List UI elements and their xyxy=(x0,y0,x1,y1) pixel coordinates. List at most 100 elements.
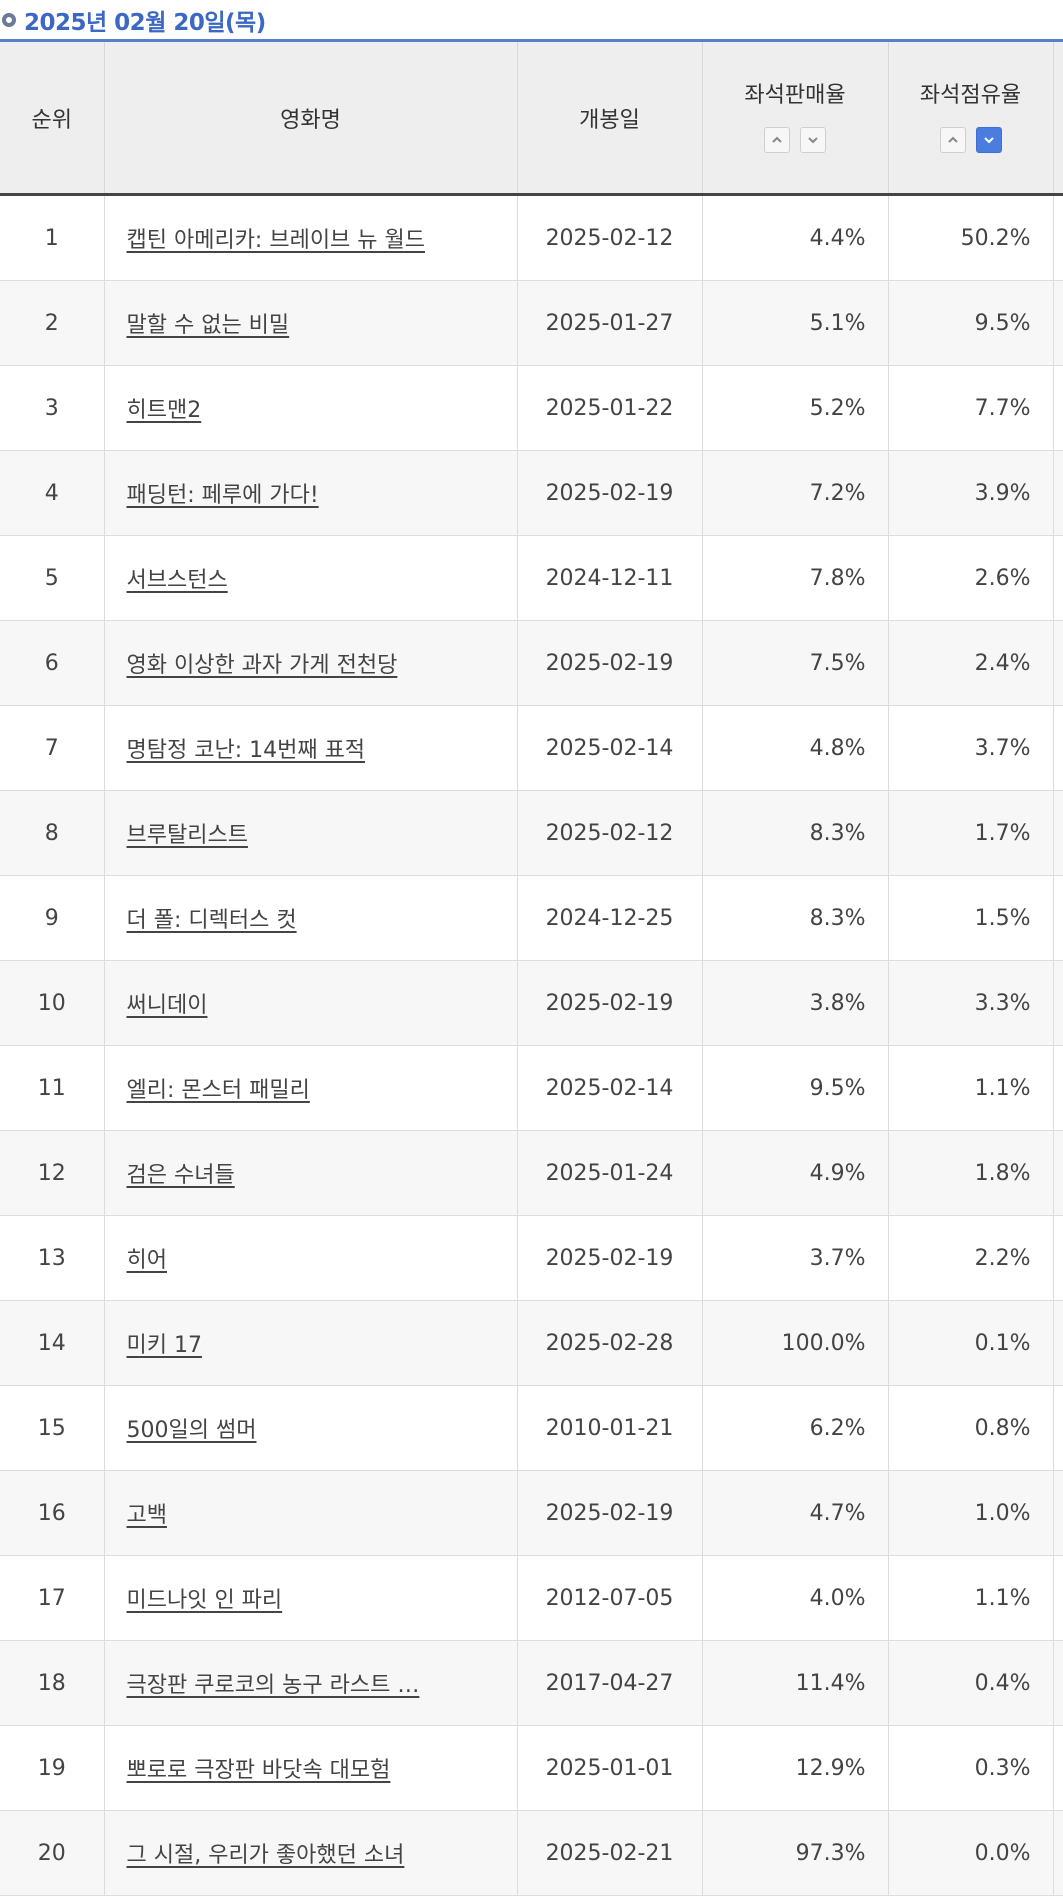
sort-ascending-button[interactable] xyxy=(764,126,790,153)
column-header-seat-share-rate: 좌석점유율 xyxy=(888,42,1054,196)
movie-title-link[interactable]: 고백 xyxy=(126,1503,167,1528)
rank-cell: 10 xyxy=(0,960,105,1046)
title-cell: 말할 수 없는 비밀 xyxy=(104,280,518,366)
rank-cell: 16 xyxy=(0,1470,105,1556)
column-header-seat-sales-rate-label: 좌석판매율 xyxy=(744,82,846,108)
seat-share-rate-cell: 1.1% xyxy=(888,1045,1054,1131)
open-date-cell: 2024-12-25 xyxy=(517,875,703,961)
title-cell: 500일의 썸머 xyxy=(104,1385,518,1471)
movie-title-link[interactable]: 말할 수 없는 비밀 xyxy=(126,313,290,338)
column-header-seat-share-rate-label: 좌석점유율 xyxy=(919,82,1022,108)
seat-share-rate-cell: 0.0% xyxy=(888,1810,1054,1896)
seat-share-rate-cell: 3.9% xyxy=(888,450,1054,536)
overflow-cell xyxy=(1053,1045,1063,1131)
table-row: 15 500일의 썸머 2010-01-21 6.2% 0.8% xyxy=(0,1385,1063,1471)
movie-title-link[interactable]: 엘리: 몬스터 패밀리 xyxy=(126,1078,310,1103)
open-date-cell: 2025-02-19 xyxy=(517,960,703,1046)
overflow-cell xyxy=(1053,194,1063,281)
movie-title-link[interactable]: 뽀로로 극장판 바닷속 대모험 xyxy=(126,1758,391,1783)
open-date-cell: 2025-02-19 xyxy=(517,450,703,536)
rank-cell: 18 xyxy=(0,1640,105,1726)
movie-title-link[interactable]: 검은 수녀들 xyxy=(126,1163,235,1188)
title-cell: 영화 이상한 과자 가게 전천당 xyxy=(104,620,518,706)
open-date-cell: 2025-01-27 xyxy=(517,280,703,366)
seat-sales-rate-cell: 8.3% xyxy=(702,790,889,876)
table-row: 5 서브스턴스 2024-12-11 7.8% 2.6% xyxy=(0,535,1063,621)
rank-cell: 13 xyxy=(0,1215,105,1301)
open-date-cell: 2025-02-19 xyxy=(517,1470,703,1556)
movie-title-link[interactable]: 캡틴 아메리카: 브레이브 뉴 월드 xyxy=(126,228,426,253)
movie-title-link[interactable]: 명탐정 코난: 14번째 표적 xyxy=(126,738,366,763)
movie-title-link[interactable]: 극장판 쿠로코의 농구 라스트 … xyxy=(126,1673,420,1698)
movie-title-link[interactable]: 미드나잇 인 파리 xyxy=(126,1588,283,1613)
overflow-cell xyxy=(1053,1130,1063,1216)
circle-bullet-icon xyxy=(2,12,16,27)
seat-sales-rate-cell: 4.7% xyxy=(702,1470,889,1556)
title-cell: 패딩턴: 페루에 가다! xyxy=(104,450,518,536)
seat-share-rate-cell: 2.2% xyxy=(888,1215,1054,1301)
seat-sales-rate-cell: 7.8% xyxy=(702,535,889,621)
table-row: 17 미드나잇 인 파리 2012-07-05 4.0% 1.1% xyxy=(0,1555,1063,1641)
seat-sales-rate-cell: 97.3% xyxy=(702,1810,889,1896)
movie-title-link[interactable]: 그 시절, 우리가 좋아했던 소녀 xyxy=(126,1843,405,1868)
overflow-cell xyxy=(1053,1640,1063,1726)
overflow-cell xyxy=(1053,1810,1063,1896)
rank-cell: 6 xyxy=(0,620,105,706)
seat-sales-rate-cell: 5.1% xyxy=(702,280,889,366)
seat-share-rate-cell: 0.3% xyxy=(888,1725,1054,1811)
seat-sales-rate-cell: 11.4% xyxy=(702,1640,889,1726)
open-date-cell: 2024-12-11 xyxy=(517,535,703,621)
column-header-seat-sales-rate: 좌석판매율 xyxy=(702,42,889,196)
open-date-cell: 2025-02-19 xyxy=(517,1215,703,1301)
seat-share-rate-cell: 0.8% xyxy=(888,1385,1054,1471)
table-row: 8 브루탈리스트 2025-02-12 8.3% 1.7% xyxy=(0,790,1063,876)
open-date-cell: 2025-02-12 xyxy=(517,194,703,281)
seat-sales-rate-cell: 3.7% xyxy=(702,1215,889,1301)
sort-descending-button-active[interactable] xyxy=(975,126,1002,153)
seat-sales-rate-cell: 5.2% xyxy=(702,365,889,451)
table-row: 2 말할 수 없는 비밀 2025-01-27 5.1% 9.5% xyxy=(0,280,1063,366)
seat-share-rate-cell: 1.8% xyxy=(888,1130,1054,1216)
table-row: 7 명탐정 코난: 14번째 표적 2025-02-14 4.8% 3.7% xyxy=(0,705,1063,791)
movie-title-link[interactable]: 브루탈리스트 xyxy=(126,823,248,848)
rank-cell: 20 xyxy=(0,1810,105,1896)
movie-title-link[interactable]: 500일의 썸머 xyxy=(126,1418,257,1443)
table-row: 3 히트맨2 2025-01-22 5.2% 7.7% xyxy=(0,365,1063,451)
seat-share-rate-cell: 2.4% xyxy=(888,620,1054,706)
sort-ascending-button[interactable] xyxy=(939,126,966,153)
overflow-cell xyxy=(1053,1555,1063,1641)
title-cell: 고백 xyxy=(104,1470,518,1556)
movie-title-link[interactable]: 서브스턴스 xyxy=(126,568,228,593)
table-row: 4 패딩턴: 페루에 가다! 2025-02-19 7.2% 3.9% xyxy=(0,450,1063,536)
table-row: 14 미키 17 2025-02-28 100.0% 0.1% xyxy=(0,1300,1063,1386)
movie-title-link[interactable]: 히트맨2 xyxy=(126,398,202,423)
seat-share-rate-cell: 1.1% xyxy=(888,1555,1054,1641)
open-date-cell: 2025-02-14 xyxy=(517,705,703,791)
table-row: 20 그 시절, 우리가 좋아했던 소녀 2025-02-21 97.3% 0.0% xyxy=(0,1810,1063,1896)
movie-title-link[interactable]: 패딩턴: 페루에 가다! xyxy=(126,483,319,508)
title-cell: 명탐정 코난: 14번째 표적 xyxy=(104,705,518,791)
overflow-cell xyxy=(1053,1385,1063,1471)
seat-sales-rate-cell: 3.8% xyxy=(702,960,889,1046)
overflow-cell xyxy=(1053,705,1063,791)
sort-controls-seat-sales-rate xyxy=(703,126,888,153)
seat-sales-rate-cell: 9.5% xyxy=(702,1045,889,1131)
open-date-cell: 2025-02-28 xyxy=(517,1300,703,1386)
rank-cell: 7 xyxy=(0,705,105,791)
sort-descending-button[interactable] xyxy=(800,126,826,153)
title-cell: 극장판 쿠로코의 농구 라스트 … xyxy=(104,1640,518,1726)
movie-title-link[interactable]: 영화 이상한 과자 가게 전천당 xyxy=(126,653,398,678)
open-date-cell: 2025-02-21 xyxy=(517,1810,703,1896)
movie-title-link[interactable]: 히어 xyxy=(126,1248,167,1273)
chevron-up-icon xyxy=(772,136,782,143)
seat-share-rate-cell: 3.7% xyxy=(888,705,1054,791)
overflow-cell xyxy=(1053,450,1063,536)
overflow-cell xyxy=(1053,280,1063,366)
movie-title-link[interactable]: 써니데이 xyxy=(126,993,208,1018)
title-cell: 더 폴: 디렉터스 컷 xyxy=(104,875,518,961)
open-date-cell: 2025-01-01 xyxy=(517,1725,703,1811)
rank-cell: 1 xyxy=(0,194,105,281)
chevron-down-icon xyxy=(983,136,994,143)
movie-title-link[interactable]: 미키 17 xyxy=(126,1333,202,1358)
movie-title-link[interactable]: 더 폴: 디렉터스 컷 xyxy=(126,908,297,933)
